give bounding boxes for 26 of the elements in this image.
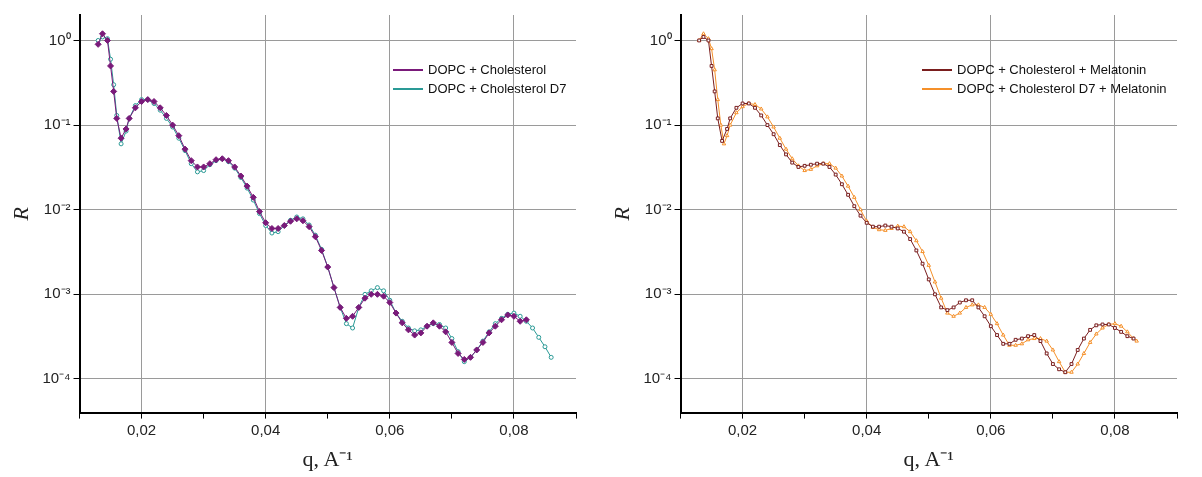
- x-tick-label: 0,02: [126, 420, 157, 438]
- y-tick-label: 10⁻³: [644, 284, 672, 302]
- x-tick-label: 0,04: [852, 420, 882, 438]
- y-tick-label: 10⁰: [649, 30, 672, 48]
- x-tick-label: 0,08: [499, 420, 529, 438]
- y-tick-label: 10⁻²: [43, 199, 71, 217]
- x-axis-title: q, A⁻¹: [302, 445, 353, 471]
- x-axis-title: q, A⁻¹: [903, 445, 954, 471]
- legend-label: DOPC + Cholesterol D7: [428, 80, 567, 98]
- x-tick-label: 0,06: [976, 420, 1006, 438]
- y-tick-label: 10⁻⁴: [42, 369, 71, 387]
- y-tick-label: 10⁻¹: [644, 115, 672, 133]
- legend-label: DOPC + Cholesterol D7 + Melatonin: [957, 80, 1167, 98]
- y-tick-label: 10⁻³: [43, 284, 71, 302]
- legend-label: DOPC + Cholesterol + Melatonin: [957, 61, 1147, 79]
- x-tick-label: 0,06: [375, 420, 405, 438]
- y-axis-title: R: [7, 206, 33, 222]
- x-tick-label: 0,04: [251, 420, 281, 438]
- y-tick-label: 10⁻¹: [43, 115, 71, 133]
- x-tick-label: 0,08: [1100, 420, 1130, 438]
- x-tick-label: 0,02: [727, 420, 758, 438]
- y-tick-label: 10⁻⁴: [643, 369, 672, 387]
- y-tick-label: 10⁻²: [644, 199, 672, 217]
- legend-label: DOPC + Cholesterol: [428, 61, 547, 79]
- y-tick-label: 10⁰: [48, 30, 71, 48]
- y-axis-title: R: [608, 206, 634, 222]
